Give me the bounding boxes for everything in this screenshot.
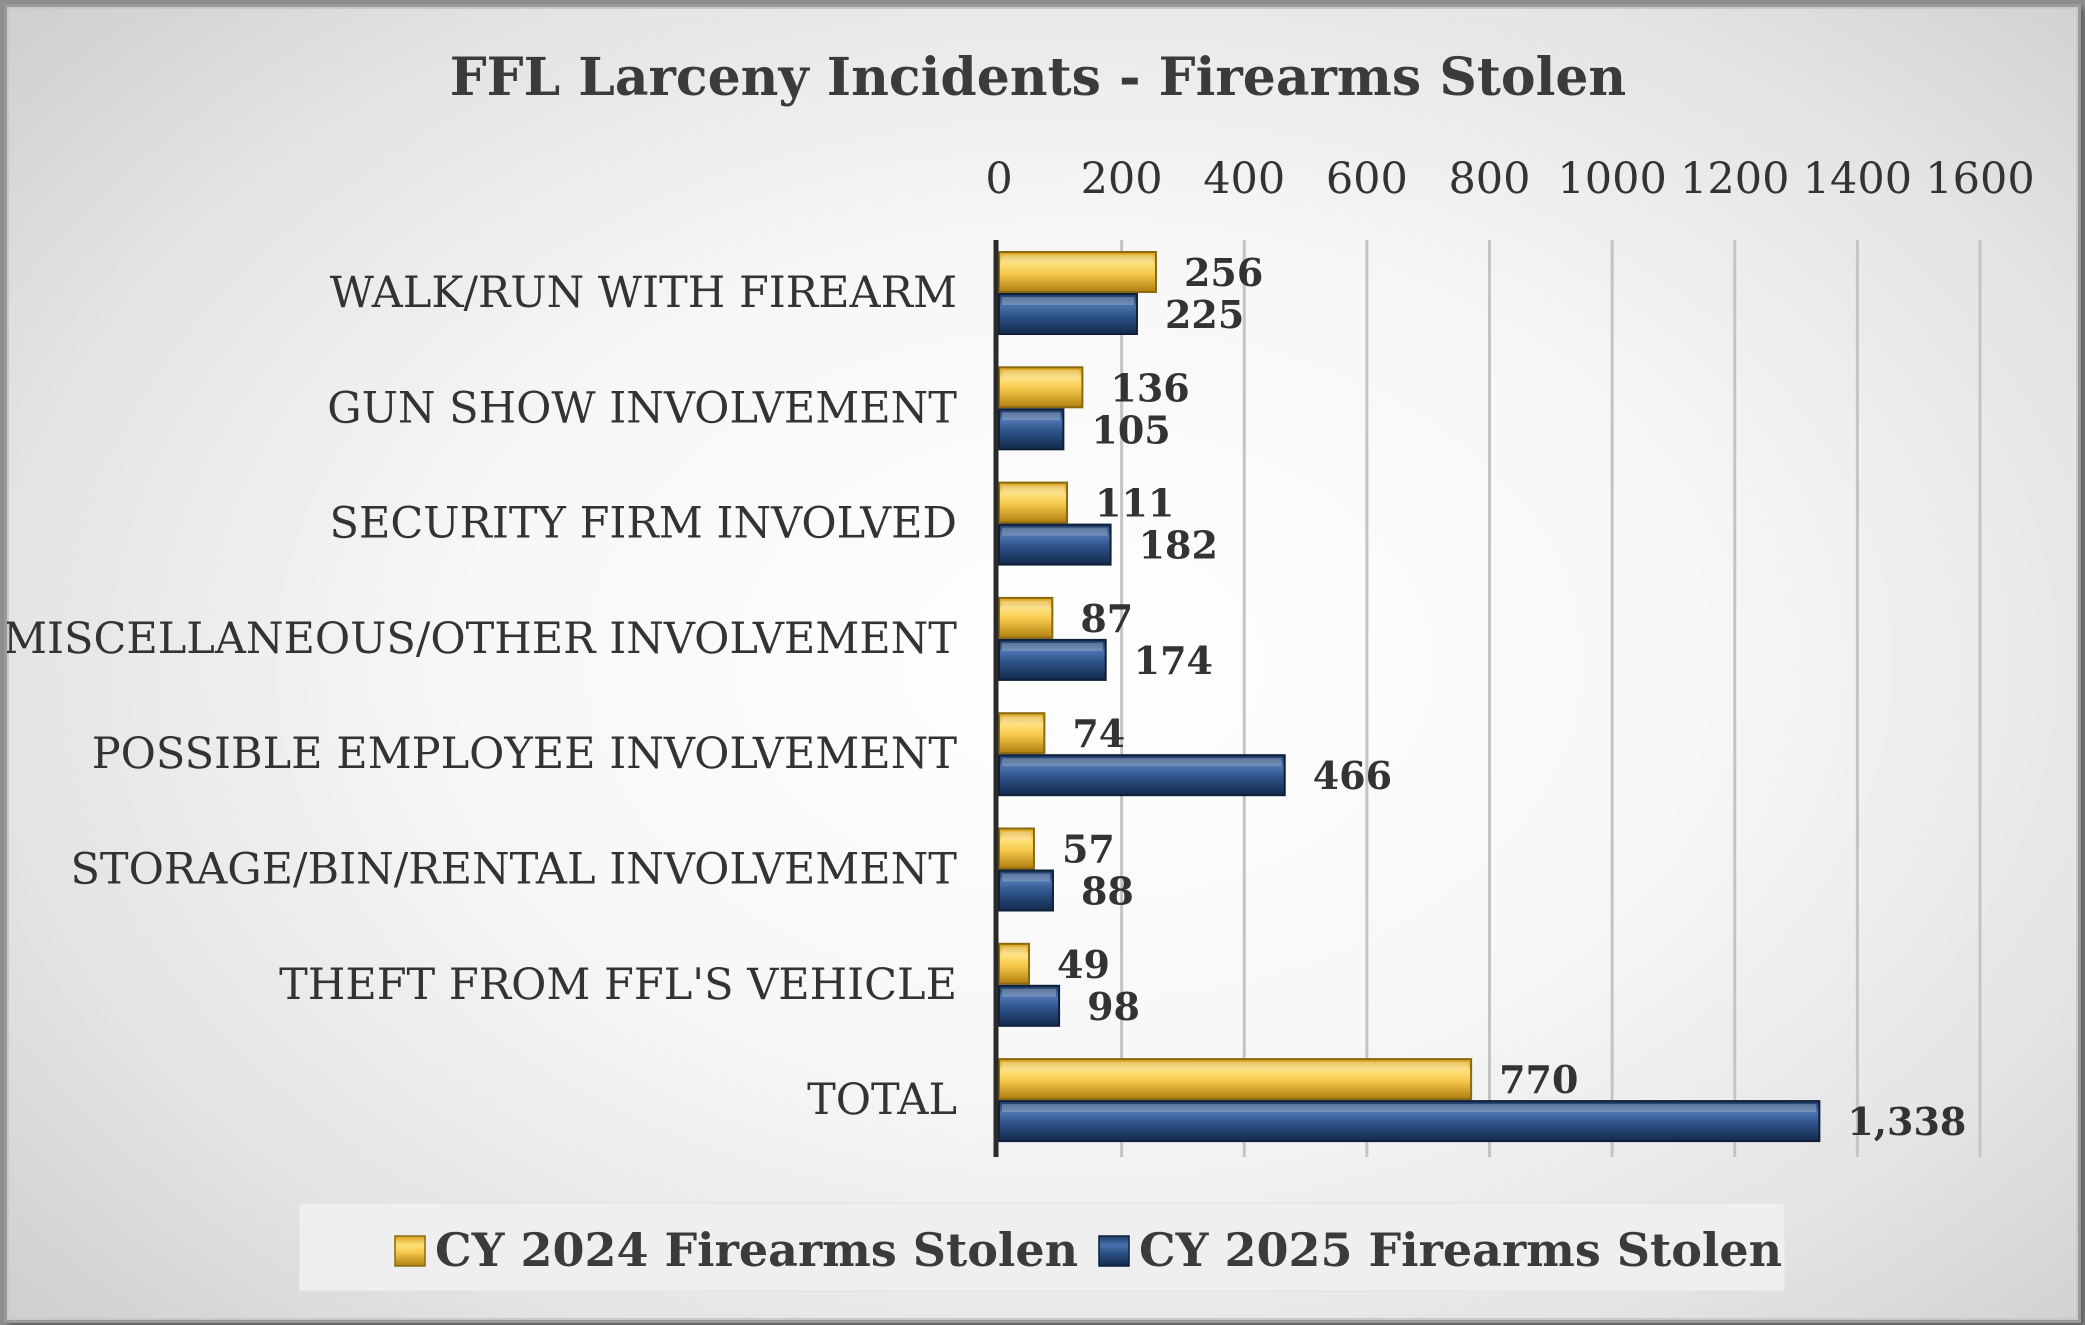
bar-bevel — [1002, 642, 1103, 651]
value-label-cy2025: 105 — [1091, 407, 1170, 452]
bar-bevel — [1002, 297, 1134, 305]
category-label: POSSIBLE EMPLOYEE INVOLVEMENT — [92, 729, 958, 779]
x-tick-label: 1600 — [1925, 154, 2034, 204]
bar-cy2024 — [998, 366, 1084, 409]
x-tick-label: 400 — [1203, 154, 1285, 204]
category-label: TOTAL — [807, 1075, 957, 1125]
category-label: STORAGE/BIN/RENTAL INVOLVEMENT — [70, 845, 957, 895]
value-label-cy2025: 98 — [1087, 984, 1140, 1029]
legend-box — [298, 1202, 1786, 1292]
value-label-cy2025: 1,338 — [1847, 1099, 1966, 1144]
chart-title: FFL Larceny Incidents - Firearms Stolen — [450, 47, 1626, 108]
value-label-cy2024: 49 — [1057, 942, 1110, 987]
bar-bevel — [1002, 1062, 1469, 1071]
category-label: MISCELLANEOUS/OTHER INVOLVEMENT — [7, 614, 957, 664]
bar-bevel — [1002, 255, 1153, 263]
bar-bevel — [1002, 758, 1282, 767]
x-tick-label: 1000 — [1557, 154, 1666, 204]
bar-cy2025 — [998, 1100, 1821, 1143]
x-tick-label: 1400 — [1803, 154, 1912, 204]
bar-cy2024 — [998, 596, 1054, 639]
x-tick-label: 800 — [1448, 154, 1530, 204]
bar-cy2024 — [998, 827, 1035, 870]
category-label: GUN SHOW INVOLVEMENT — [327, 383, 957, 433]
value-label-cy2025: 466 — [1313, 753, 1392, 798]
bar-bevel — [1002, 946, 1027, 955]
bar-bevel — [1002, 600, 1050, 609]
bar-cy2025 — [998, 984, 1061, 1027]
bar-cy2025 — [998, 638, 1107, 681]
bar-cy2025 — [998, 869, 1054, 912]
bar-cy2024 — [998, 942, 1031, 985]
x-axis-ticks: 0 200 400 600 800 1000 1200 1400 1600 — [985, 154, 2034, 204]
chart-svg: FFL Larceny Incidents - Firearms Stolen … — [7, 47, 2035, 1292]
bar-cy2025 — [998, 754, 1286, 797]
chart-frame: FFL Larceny Incidents - Firearms Stolen … — [4, 4, 2081, 1323]
bar-cy2025 — [998, 408, 1065, 451]
value-label-cy2025: 174 — [1134, 638, 1213, 683]
category-label: SECURITY FIRM INVOLVED — [329, 499, 957, 549]
value-label-cy2024: 87 — [1080, 596, 1133, 641]
bar-bevel — [1002, 527, 1108, 536]
legend-label-2025: CY 2025 Firearms Stolen — [1139, 1223, 1782, 1277]
value-label-cy2025: 225 — [1165, 292, 1244, 337]
bar-cy2024 — [998, 481, 1069, 524]
value-label-cy2025: 182 — [1139, 523, 1218, 568]
bar-bevel — [1002, 873, 1050, 882]
category-labels: WALK/RUN WITH FIREARM GUN SHOW INVOLVEMEN… — [7, 268, 957, 1125]
bar-cy2025 — [998, 523, 1112, 566]
bar-bevel — [1002, 988, 1057, 997]
x-tick-label: 200 — [1081, 154, 1163, 204]
legend-swatch-2024 — [394, 1235, 426, 1267]
bar-bevel — [1002, 412, 1061, 421]
bar-bevel — [1002, 716, 1042, 725]
x-tick-label: 600 — [1326, 154, 1408, 204]
legend-label-2024: CY 2024 Firearms Stolen — [435, 1223, 1078, 1277]
legend: CY 2024 Firearms Stolen CY 2025 Firearms… — [298, 1202, 1786, 1292]
value-label-cy2024: 256 — [1184, 250, 1263, 295]
category-label: THEFT FROM FFL'S VEHICLE — [279, 960, 957, 1010]
bar-cy2024 — [998, 1058, 1473, 1101]
x-tick-label: 0 — [985, 154, 1012, 204]
value-label-cy2024: 111 — [1095, 481, 1174, 526]
bar-cy2024 — [998, 251, 1157, 293]
value-label-cy2024: 136 — [1110, 365, 1189, 410]
grid-lines — [1120, 240, 1982, 1157]
bar-bevel — [1002, 1104, 1817, 1113]
bar-bevel — [1002, 831, 1031, 840]
bar-cy2024 — [998, 712, 1046, 755]
value-label-cy2024: 57 — [1062, 827, 1115, 872]
bar-bevel — [1002, 485, 1065, 494]
bar-bevel — [1002, 370, 1080, 379]
x-tick-label: 1200 — [1680, 154, 1789, 204]
legend-swatch-2025 — [1098, 1235, 1130, 1267]
value-label-cy2024: 770 — [1499, 1057, 1578, 1102]
bar-cy2025 — [998, 293, 1138, 335]
value-label-cy2025: 88 — [1081, 869, 1134, 914]
category-label: WALK/RUN WITH FIREARM — [330, 268, 957, 318]
bars — [998, 251, 1821, 1143]
value-label-cy2024: 74 — [1072, 711, 1125, 756]
